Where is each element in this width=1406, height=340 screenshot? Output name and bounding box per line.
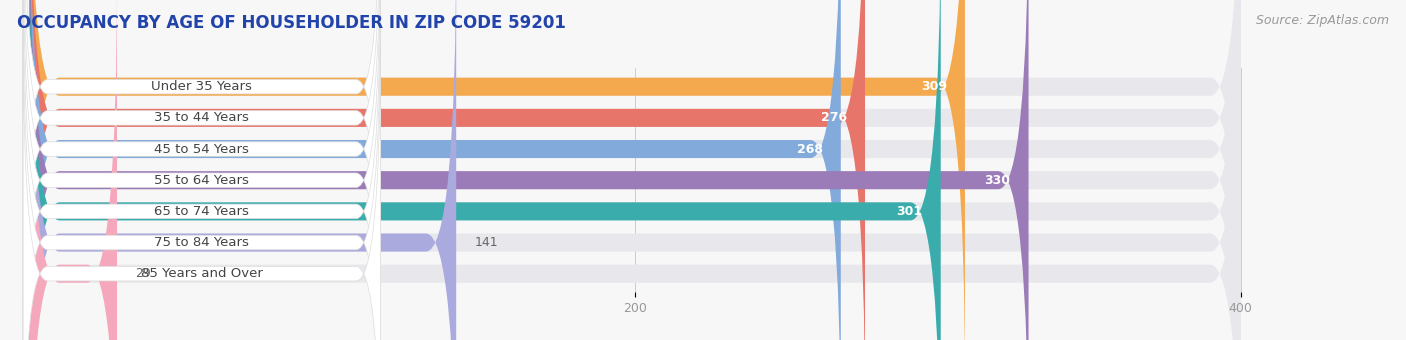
Text: 301: 301 (897, 205, 922, 218)
Text: Under 35 Years: Under 35 Years (152, 80, 252, 93)
FancyBboxPatch shape (22, 32, 381, 340)
Text: 29: 29 (135, 267, 150, 280)
Text: Source: ZipAtlas.com: Source: ZipAtlas.com (1256, 14, 1389, 27)
FancyBboxPatch shape (22, 0, 381, 340)
FancyBboxPatch shape (22, 0, 381, 340)
Text: 309: 309 (921, 80, 946, 93)
FancyBboxPatch shape (30, 0, 1240, 340)
FancyBboxPatch shape (30, 0, 1240, 340)
FancyBboxPatch shape (22, 0, 381, 340)
Text: 268: 268 (797, 142, 823, 155)
FancyBboxPatch shape (30, 0, 941, 340)
FancyBboxPatch shape (30, 0, 865, 340)
Text: 141: 141 (474, 236, 498, 249)
FancyBboxPatch shape (30, 0, 1240, 340)
FancyBboxPatch shape (30, 0, 1240, 340)
FancyBboxPatch shape (30, 0, 117, 340)
FancyBboxPatch shape (30, 0, 965, 340)
FancyBboxPatch shape (22, 0, 381, 329)
Text: 85 Years and Over: 85 Years and Over (141, 267, 263, 280)
Text: 65 to 74 Years: 65 to 74 Years (155, 205, 249, 218)
Text: 276: 276 (821, 112, 846, 124)
FancyBboxPatch shape (30, 0, 456, 340)
FancyBboxPatch shape (22, 0, 381, 340)
FancyBboxPatch shape (30, 0, 1240, 340)
FancyBboxPatch shape (30, 0, 1240, 340)
Text: OCCUPANCY BY AGE OF HOUSEHOLDER IN ZIP CODE 59201: OCCUPANCY BY AGE OF HOUSEHOLDER IN ZIP C… (17, 14, 565, 32)
FancyBboxPatch shape (30, 0, 1240, 340)
Text: 75 to 84 Years: 75 to 84 Years (155, 236, 249, 249)
Text: 35 to 44 Years: 35 to 44 Years (155, 112, 249, 124)
Text: 330: 330 (984, 174, 1011, 187)
Text: 55 to 64 Years: 55 to 64 Years (155, 174, 249, 187)
FancyBboxPatch shape (30, 0, 841, 340)
Text: 45 to 54 Years: 45 to 54 Years (155, 142, 249, 155)
FancyBboxPatch shape (30, 0, 1029, 340)
FancyBboxPatch shape (22, 0, 381, 340)
